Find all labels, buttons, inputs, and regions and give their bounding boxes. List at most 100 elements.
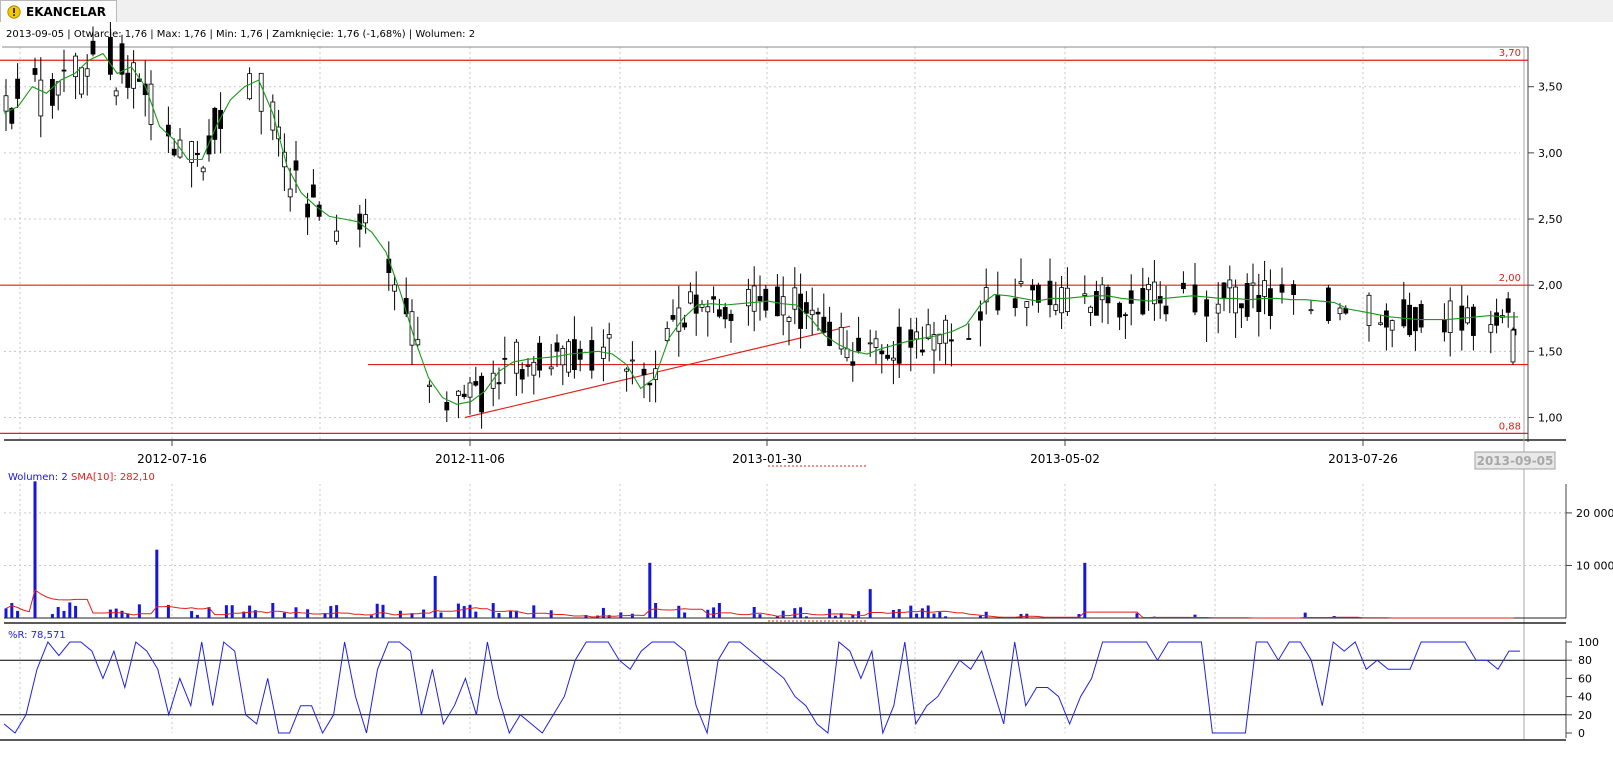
volume-bar <box>375 603 379 618</box>
volume-bar <box>190 611 194 618</box>
candle-body <box>363 214 369 224</box>
candle-body <box>1181 282 1186 290</box>
volume-bar <box>230 605 234 618</box>
candle-body <box>206 135 212 155</box>
candle-body <box>722 307 728 320</box>
williams-r-y-tick-label: 40 <box>1578 691 1592 704</box>
williams-r-line <box>3 641 1520 735</box>
candle-body <box>577 348 583 360</box>
price-sma-line <box>3 52 1518 405</box>
candle-body <box>1036 284 1041 303</box>
candle-body <box>1221 282 1227 300</box>
volume-bar <box>683 612 687 618</box>
price-x-ticks: 2012-07-16 2012-11-06 2013-01-30 2013-05-02… <box>137 440 1398 466</box>
candle-body <box>670 315 676 320</box>
candle-body <box>757 296 763 302</box>
candle-body <box>467 382 473 398</box>
candle-body <box>728 313 734 321</box>
price-panel: 3,503,002,502,001,501,00 2012-07-16 2012-… <box>0 22 1613 740</box>
candle-body <box>519 369 525 380</box>
volume-bar <box>944 616 948 618</box>
volume-bar <box>799 607 803 618</box>
volume-bar <box>920 608 924 618</box>
volume-y-ticks: 20 000 10 000 <box>1566 507 1613 572</box>
candle-body <box>815 311 821 315</box>
volume-bar <box>62 610 66 618</box>
volume-bar <box>381 604 385 618</box>
candle-body <box>867 342 873 345</box>
candle-body <box>200 167 206 173</box>
volume-bar <box>648 562 652 618</box>
candle-body <box>537 342 542 371</box>
candle-body <box>305 203 311 218</box>
price-y-tick-label: 2,50 <box>1538 213 1563 226</box>
price-x-tick-label: 2012-07-16 <box>137 452 207 466</box>
candle-body <box>1123 314 1128 317</box>
volume-bar <box>897 609 901 618</box>
candles <box>3 22 1517 429</box>
candle-body <box>148 83 154 125</box>
candle-body <box>780 296 786 316</box>
candle-body <box>746 289 751 307</box>
candle-body <box>1471 306 1476 336</box>
volume-bar <box>514 610 518 618</box>
candle-body <box>804 302 809 314</box>
candle-body <box>653 368 658 380</box>
candle-body <box>711 296 716 300</box>
candle-body <box>212 107 218 140</box>
volume-bar <box>712 607 716 618</box>
candle-body <box>1442 319 1447 333</box>
candle-body <box>1128 290 1134 304</box>
volume-bars <box>4 481 1336 618</box>
volume-y-tick-label: 20 000 <box>1576 507 1613 520</box>
candle-body <box>32 68 38 75</box>
volume-bar <box>282 612 286 618</box>
candle-body <box>763 288 769 311</box>
candle-body <box>995 294 1001 311</box>
candle-body <box>1030 284 1035 291</box>
candle-body <box>914 331 919 340</box>
volume-bar <box>630 613 634 618</box>
volume-bar <box>781 610 785 618</box>
candle-body <box>1146 284 1151 291</box>
candle-body <box>978 311 983 321</box>
candle-body <box>1239 303 1244 309</box>
candle-body <box>514 341 519 374</box>
candle-body <box>1510 329 1516 363</box>
volume-bar <box>335 605 339 618</box>
volume-bar <box>752 606 756 618</box>
candle-body <box>560 348 566 366</box>
candle-body <box>270 101 276 131</box>
volume-y-tick-label: 10 000 <box>1576 559 1613 572</box>
candle-body <box>426 384 432 387</box>
candle-body <box>1047 280 1053 306</box>
volume-bar <box>329 606 333 618</box>
volume-bar <box>677 605 681 618</box>
candle-body <box>879 350 885 355</box>
candle-body <box>630 359 635 362</box>
candle-body <box>287 188 293 198</box>
candle-body <box>1291 284 1296 295</box>
price-x-tick-label: 2013-07-26 <box>1328 452 1398 466</box>
price-y-tick-label: 3,00 <box>1538 147 1563 160</box>
volume-bar <box>978 615 982 618</box>
candle-body <box>641 368 647 376</box>
volume-bar <box>271 603 275 618</box>
candle-body <box>943 319 948 344</box>
candle-body <box>589 340 595 371</box>
candle-body <box>838 326 844 350</box>
candle-body <box>1256 294 1262 312</box>
candle-body <box>1105 286 1111 304</box>
volume-bar <box>468 604 472 618</box>
volume-bar <box>224 605 228 618</box>
volume-bar <box>926 605 930 618</box>
candle-body <box>606 334 612 339</box>
candle-body <box>1389 320 1395 331</box>
candle-body <box>247 73 253 100</box>
volume-bar <box>851 614 855 618</box>
candle-body <box>1337 307 1343 315</box>
candle-body <box>1018 281 1024 285</box>
tab-ekancelar[interactable]: EKANCELAR <box>0 0 118 22</box>
williams-r-grid <box>19 642 1364 733</box>
stock-chart[interactable]: 3,503,002,502,001,501,00 2012-07-16 2012-… <box>0 22 1613 763</box>
